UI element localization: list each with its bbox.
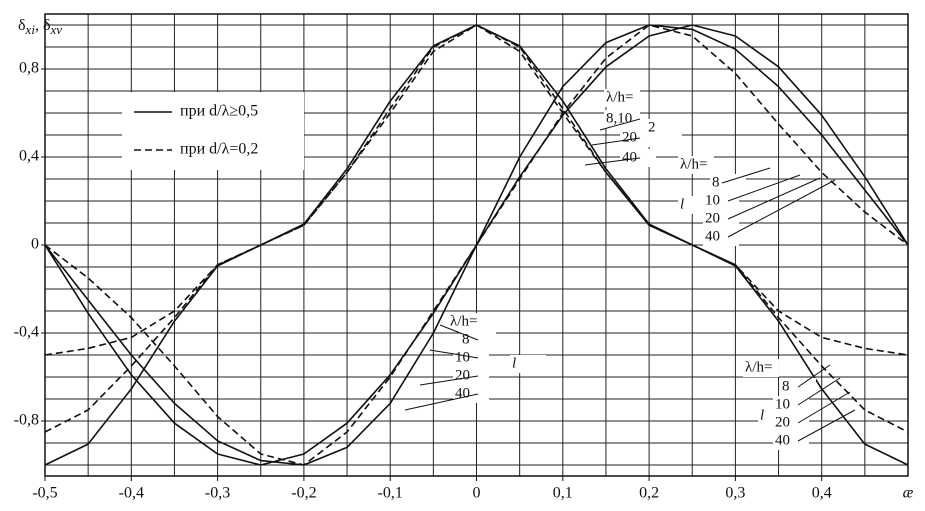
annotation: 8,10 bbox=[606, 110, 632, 126]
annotation-bg bbox=[678, 196, 714, 214]
leader-line bbox=[429, 349, 479, 359]
annotation: λ/h= bbox=[606, 89, 633, 105]
annotation: 10 bbox=[775, 396, 790, 412]
legend-box bbox=[122, 92, 304, 170]
leader-line bbox=[727, 174, 801, 202]
annotation: 20 bbox=[705, 210, 720, 226]
y-tick-label: -0,8 bbox=[14, 412, 39, 429]
legend-label: при d/λ=0,2 bbox=[180, 141, 258, 158]
annotation-bg bbox=[703, 210, 739, 228]
annotation-bg bbox=[743, 359, 779, 377]
annotation-bg bbox=[646, 119, 682, 137]
annotation-bg bbox=[448, 313, 484, 331]
leader-line bbox=[439, 324, 479, 341]
y-tick-label: 0,4 bbox=[19, 148, 39, 165]
x-tick-label: 0 bbox=[473, 485, 481, 502]
x-tick-label: -0,5 bbox=[32, 485, 57, 502]
y-axis-label-part: δ bbox=[18, 17, 26, 34]
x-tick-label: 0,1 bbox=[553, 485, 573, 502]
y-axis-label-sub: xv bbox=[49, 22, 62, 37]
leader-line bbox=[797, 391, 851, 424]
annotation: 20 bbox=[455, 367, 470, 383]
leader-line bbox=[404, 393, 479, 411]
x-axis-label: æ bbox=[903, 485, 914, 502]
annotation: l bbox=[760, 407, 764, 423]
annotation-bg bbox=[453, 367, 489, 385]
legend-label: при d/λ≥0,5 bbox=[180, 103, 258, 120]
leader-line bbox=[797, 377, 841, 406]
annotation-bg bbox=[758, 407, 794, 425]
leader-line bbox=[599, 118, 641, 131]
annotation-bg bbox=[510, 355, 546, 373]
annotation-bg bbox=[703, 228, 739, 246]
x-tick-label: 0,3 bbox=[725, 485, 745, 502]
annotation-bg bbox=[453, 385, 489, 403]
y-tick-label: -0,4 bbox=[14, 324, 39, 341]
data-line bbox=[44, 24, 909, 433]
annotation: 40 bbox=[705, 228, 720, 244]
annotation-bg bbox=[453, 349, 489, 367]
annotation: 20 bbox=[775, 414, 790, 430]
annotations: λ/h= 8,10 20 40 2 λ/h= 8 10 20 40 l λ/h= 8 10 20 40 l λ/h… bbox=[404, 89, 856, 450]
annotation: 8 bbox=[712, 174, 720, 190]
data-line bbox=[44, 24, 909, 466]
annotation: 8 bbox=[782, 378, 790, 394]
annotation: l bbox=[680, 196, 684, 212]
annotation: 10 bbox=[705, 192, 720, 208]
annotation: 10 bbox=[455, 349, 470, 365]
leader-line bbox=[721, 167, 771, 184]
leader-line bbox=[591, 137, 641, 146]
annotation: 8 bbox=[462, 331, 470, 347]
y-axis-label-part: , δ bbox=[35, 17, 51, 34]
annotation-bg bbox=[604, 110, 640, 128]
y-tick-label: 0,8 bbox=[19, 60, 39, 77]
legend: при d/λ≥0,5 при d/λ=0,2 bbox=[122, 92, 304, 170]
x-tick-label: -0,2 bbox=[291, 485, 316, 502]
annotation: 40 bbox=[622, 149, 637, 165]
y-axis-label: δxi, δxv bbox=[18, 17, 62, 37]
annotation: 20 bbox=[622, 129, 637, 145]
annotation: 2 bbox=[648, 119, 656, 135]
annotation: l bbox=[512, 355, 516, 371]
x-tick-label: -0,4 bbox=[119, 485, 144, 502]
x-tick-label: -0,1 bbox=[378, 485, 403, 502]
leader-line bbox=[584, 157, 641, 166]
y-tick-label: 0 bbox=[31, 236, 39, 253]
leader-line bbox=[727, 177, 821, 220]
y-axis-label-sub: xi bbox=[25, 22, 36, 37]
leader-line bbox=[419, 375, 479, 386]
annotation-bg bbox=[604, 89, 640, 107]
annotation-bg bbox=[773, 432, 809, 450]
leader-line bbox=[797, 364, 831, 388]
annotation: 40 bbox=[775, 432, 790, 448]
leader-line bbox=[797, 409, 856, 442]
x-tick-label: 0,4 bbox=[812, 485, 832, 502]
x-tick-label: -0,3 bbox=[205, 485, 230, 502]
leader-line bbox=[727, 179, 836, 238]
annotation: 40 bbox=[455, 385, 470, 401]
x-tick-label: 0,2 bbox=[639, 485, 659, 502]
annotation-bg bbox=[678, 156, 714, 174]
annotation: λ/h= bbox=[450, 313, 477, 329]
annotation: λ/h= bbox=[745, 359, 772, 375]
annotation: λ/h= bbox=[680, 156, 707, 172]
